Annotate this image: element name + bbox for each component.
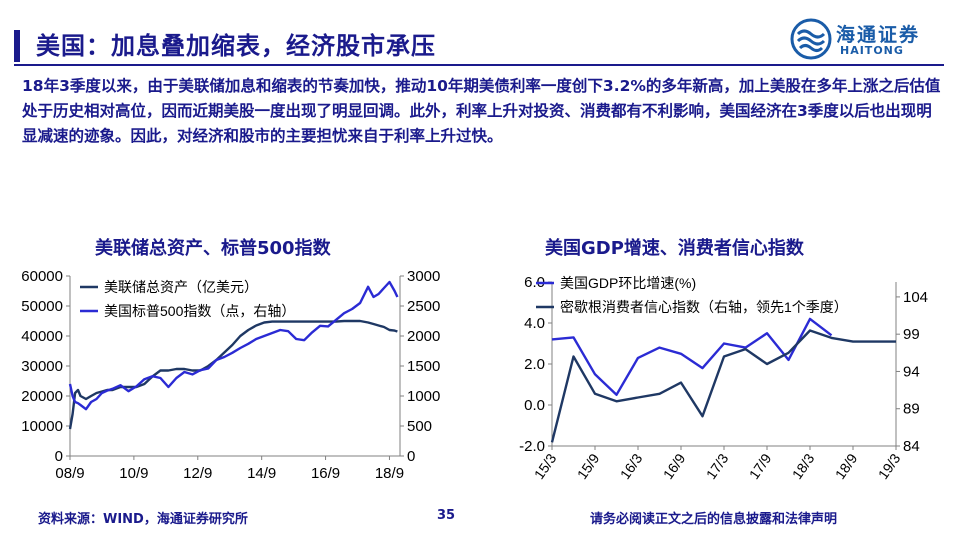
x-tick-label: 19/3: [875, 450, 904, 482]
y-left-tick-label: 10000: [21, 418, 63, 435]
legend-label-1: 美国GDP环比增速(%): [560, 275, 696, 291]
x-tick-label: 08/9: [55, 465, 84, 482]
y-right-tick-label: 1000: [407, 388, 440, 405]
y-right-tick-label: 1500: [407, 358, 440, 375]
y-left-tick-label: 50000: [21, 298, 63, 315]
y-left-tick-label: 0: [55, 448, 63, 465]
y-right-tick-label: 84: [903, 438, 920, 455]
legend-label-1: 美联储总资产（亿美元）: [104, 279, 258, 295]
source-note: 资料来源：WIND，海通证券研究所: [38, 512, 248, 527]
x-tick-label: 15/3: [531, 450, 560, 482]
y-left-tick-label: 40000: [21, 328, 63, 345]
y-left-tick-label: 30000: [21, 358, 63, 375]
y-right-tick-label: 94: [903, 363, 920, 380]
x-tick-label: 17/9: [746, 450, 775, 482]
y-right-tick-label: 0: [407, 448, 415, 465]
y-right-tick-label: 99: [903, 326, 920, 343]
legend-label-2: 美国标普500指数（点，右轴）: [104, 303, 295, 319]
x-tick-label: 10/9: [119, 465, 148, 482]
page-title: 美国：加息叠加缩表，经济股市承压: [36, 32, 436, 60]
y-right-tick-label: 89: [903, 401, 920, 418]
title-accent-bar: [14, 30, 20, 62]
x-tick-label: 18/9: [832, 450, 861, 482]
y-right-tick-label: 104: [903, 289, 928, 306]
legend-label-2: 密歇根消费者信心指数（右轴，领先1个季度）: [560, 299, 848, 315]
series-line-2: [550, 329, 896, 443]
y-left-tick-label: 0.0: [524, 397, 545, 414]
y-right-tick-label: 2500: [407, 298, 440, 315]
haitong-logo: 海通证券 HAITONG: [788, 16, 948, 62]
y-right-tick-label: 2000: [407, 328, 440, 345]
logo-text-en: HAITONG: [840, 44, 904, 57]
x-tick-label: 18/3: [789, 450, 818, 482]
series-line-2: [68, 280, 399, 411]
disclaimer-note: 请务必阅读正文之后的信息披露和法律声明: [590, 512, 838, 527]
y-left-tick-label: 20000: [21, 388, 63, 405]
y-right-tick-label: 500: [407, 418, 432, 435]
y-right-tick-label: 3000: [407, 268, 440, 285]
y-left-tick-label: 4.0: [524, 315, 545, 332]
x-tick-label: 14/9: [247, 465, 276, 482]
chart2-title: 美国GDP增速、消费者信心指数: [545, 238, 804, 259]
x-tick-label: 16/3: [617, 450, 646, 482]
page-number: 35: [437, 508, 456, 523]
x-tick-label: 16/9: [311, 465, 340, 482]
x-tick-label: 16/9: [660, 450, 689, 482]
x-tick-label: 12/9: [183, 465, 212, 482]
x-tick-label: 18/9: [375, 465, 404, 482]
haitong-logo-mark: [790, 18, 832, 60]
x-tick-label: 15/9: [574, 450, 603, 482]
y-left-tick-label: 6.0: [524, 274, 545, 291]
logo-text-cn: 海通证券: [836, 24, 921, 46]
y-left-tick-label: -2.0: [519, 438, 545, 455]
title-divider: [14, 64, 944, 66]
series-line-1: [68, 319, 398, 430]
x-tick-label: 17/3: [703, 450, 732, 482]
series-line-1: [551, 317, 833, 396]
chart1-title: 美联储总资产、标普500指数: [95, 238, 331, 259]
y-left-tick-label: 60000: [21, 268, 63, 285]
y-left-tick-label: 2.0: [524, 356, 545, 373]
summary-paragraph: 18年3季度以来，由于美联储加息和缩表的节奏加快，推动10年期美债利率一度创下3…: [22, 77, 941, 145]
